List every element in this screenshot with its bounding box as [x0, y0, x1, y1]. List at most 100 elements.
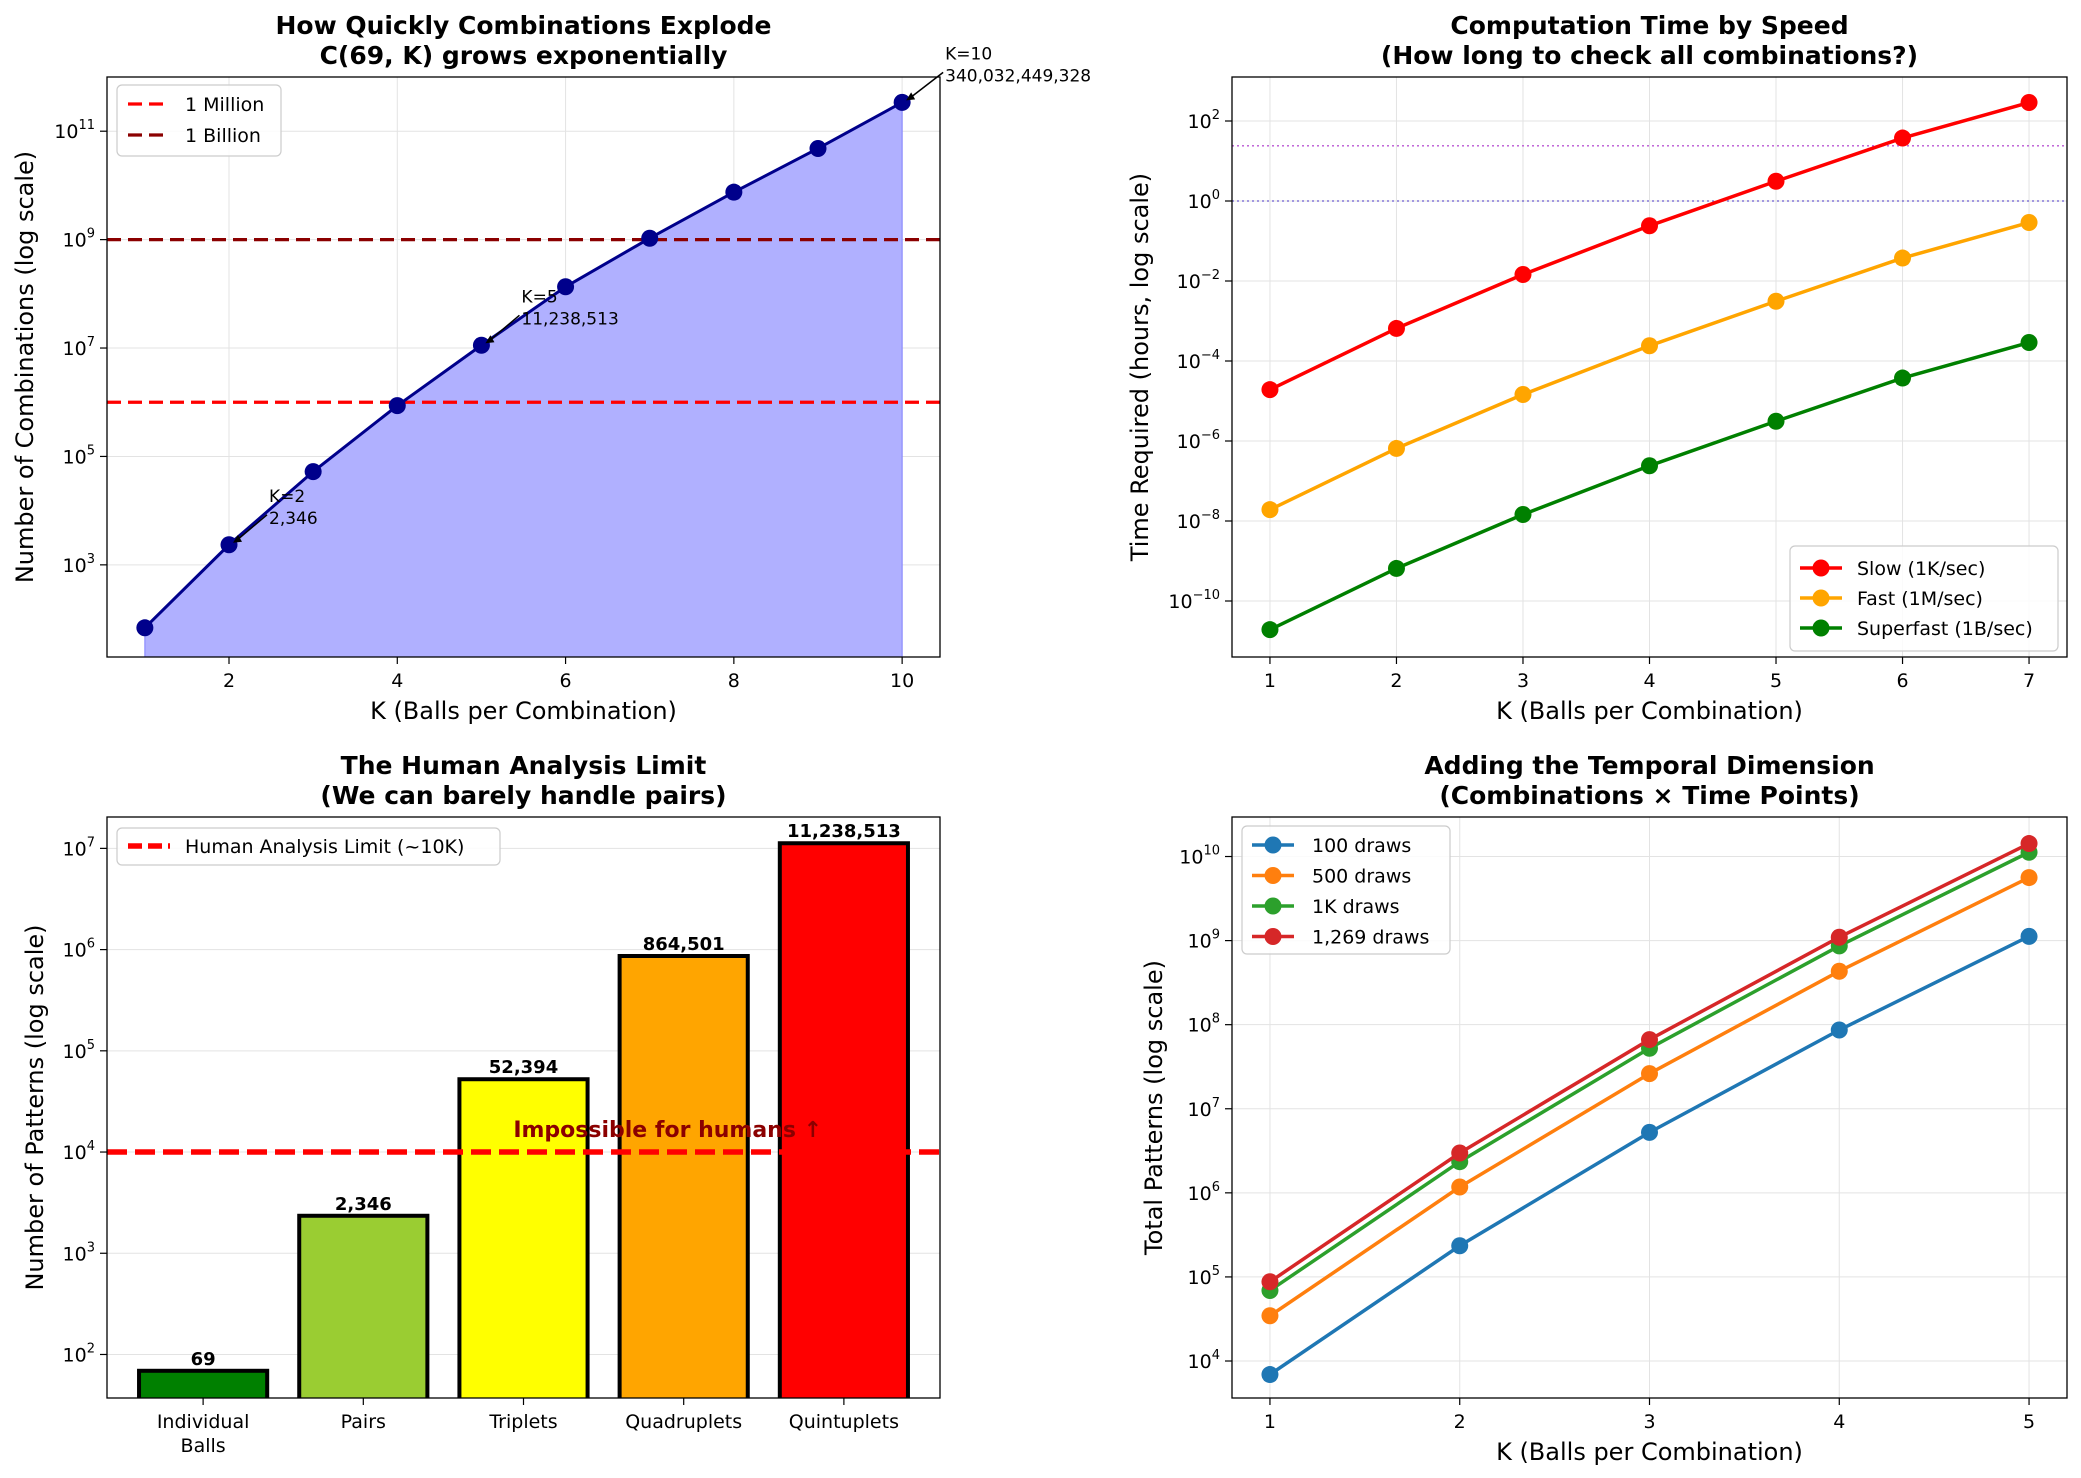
data-point [1451, 1237, 1469, 1255]
legend-label: 1 Million [185, 94, 264, 116]
x-tick-label: 2 [1454, 1411, 1466, 1433]
legend-label: Human Analysis Limit (~10K) [185, 836, 464, 858]
chart-subtitle: (We can barely handle pairs) [320, 781, 726, 810]
data-point [220, 536, 238, 554]
x-tick-label: 5 [1770, 670, 1782, 692]
legend-label: 100 draws [1312, 835, 1411, 857]
data-point [1514, 505, 1532, 523]
x-tick-label: 3 [1517, 670, 1529, 692]
y-tick-label: 105 [1188, 1264, 1220, 1289]
legend-label: Slow (1K/sec) [1857, 558, 1985, 580]
y-tick-label: 104 [1188, 1348, 1220, 1373]
data-point [1451, 1144, 1469, 1162]
data-point [1261, 1366, 1279, 1384]
x-tick-label: 4 [391, 670, 403, 692]
data-point [641, 229, 659, 247]
x-tick-label: 5 [2023, 1411, 2035, 1433]
x-category-label: Triplets [488, 1411, 557, 1433]
chart-title: How Quickly Combinations Explode [275, 11, 771, 40]
data-point [1641, 1065, 1658, 1083]
y-tick-label: 106 [63, 937, 95, 962]
data-point [1261, 381, 1279, 399]
data-point [304, 463, 322, 481]
x-axis-label: K (Balls per Combination) [1496, 697, 1803, 725]
y-tick-label: 106 [1188, 1180, 1220, 1205]
y-tick-label: 107 [1188, 1096, 1220, 1121]
annotation-value-label: 2,346 [269, 509, 318, 529]
data-point [1387, 559, 1405, 577]
data-point [1641, 1123, 1658, 1141]
y-tick-label: 10−2 [1177, 268, 1220, 293]
data-point [2020, 927, 2038, 945]
chart-subtitle: (Combinations × Time Points) [1439, 781, 1859, 810]
x-tick-label: 10 [890, 670, 914, 692]
data-point [557, 278, 575, 296]
x-tick-label: 1 [1264, 670, 1276, 692]
legend-label: 1,269 draws [1312, 927, 1429, 949]
y-tick-label: 103 [63, 1240, 95, 1265]
y-tick-label: 103 [63, 552, 95, 577]
data-point [725, 183, 743, 201]
legend-box [116, 827, 501, 866]
y-tick-label: 102 [1188, 108, 1220, 133]
bar [777, 841, 910, 1398]
y-tick-label: 109 [63, 227, 95, 252]
data-point [1641, 337, 1658, 355]
legend-marker [1264, 836, 1282, 854]
annotation-value-label: 11,238,513 [521, 309, 618, 329]
legend-marker [1812, 559, 1830, 577]
annotation-k-label: K=5 [521, 287, 557, 307]
data-point [388, 397, 406, 415]
annotation-k-label: K=10 [945, 44, 992, 64]
data-point [1261, 501, 1279, 519]
chart-temporal-dimension: 104 105 106 107 108 109 1010 1 2 3 4 5 100 draws 500 … [1140, 751, 2068, 1466]
data-point [2020, 334, 2038, 352]
legend-box [1789, 545, 2059, 652]
chart-title: The Human Analysis Limit [341, 751, 707, 780]
bar-value-label: 11,238,513 [787, 821, 901, 842]
chart-combinations-explode: 103 105 107 109 1011 2 4 6 8 10 K=22,346 K=511,238,… [11, 11, 1091, 725]
y-tick-label: 107 [63, 835, 95, 860]
data-point [1261, 1307, 1279, 1325]
y-tick-label: 102 [63, 1341, 95, 1366]
data-point [1261, 621, 1279, 639]
bar [457, 1077, 590, 1398]
legend-marker [1812, 589, 1830, 607]
chart-title: Computation Time by Speed [1450, 11, 1848, 40]
y-tick-label: 100 [1188, 188, 1220, 213]
chart-subtitle: (How long to check all combinations?) [1381, 41, 1918, 70]
y-tick-label: 10−10 [1168, 588, 1220, 613]
x-tick-label: 8 [728, 670, 740, 692]
x-category-label: Balls [181, 1435, 226, 1457]
y-tick-label: 10−8 [1177, 508, 1220, 533]
y-axis-label: Time Required (hours, log scale) [1126, 173, 1154, 562]
data-point [1894, 249, 1912, 267]
legend-marker [1264, 928, 1282, 945]
y-tick-label: 108 [1188, 1012, 1220, 1037]
y-axis-label: Total Patterns (log scale) [1140, 960, 1168, 1256]
chart-title: Adding the Temporal Dimension [1424, 751, 1874, 780]
annotation-k-label: K=2 [269, 487, 305, 507]
x-category-label: Quintuplets [789, 1411, 899, 1433]
y-axis-label: Number of Combinations (log scale) [11, 151, 39, 583]
y-tick-label: 105 [63, 1038, 95, 1063]
x-tick-label: 3 [1643, 1411, 1655, 1433]
data-point [472, 336, 490, 354]
y-tick-label: 104 [63, 1139, 95, 1164]
y-tick-label: 1011 [54, 118, 95, 143]
bar [137, 1368, 270, 1398]
legend-box [1241, 825, 1451, 955]
x-tick-label: 2 [1390, 670, 1402, 692]
data-point [1767, 172, 1785, 190]
data-point [1767, 292, 1785, 310]
data-point [2020, 214, 2038, 232]
data-point [809, 139, 827, 157]
data-point [2020, 835, 2038, 853]
bar-value-label: 69 [191, 1349, 216, 1370]
x-tick-label: 1 [1264, 1411, 1276, 1433]
y-tick-label: 1010 [1179, 844, 1220, 869]
legend-label: 1 Billion [185, 125, 261, 147]
plot-area [1261, 835, 2038, 1384]
